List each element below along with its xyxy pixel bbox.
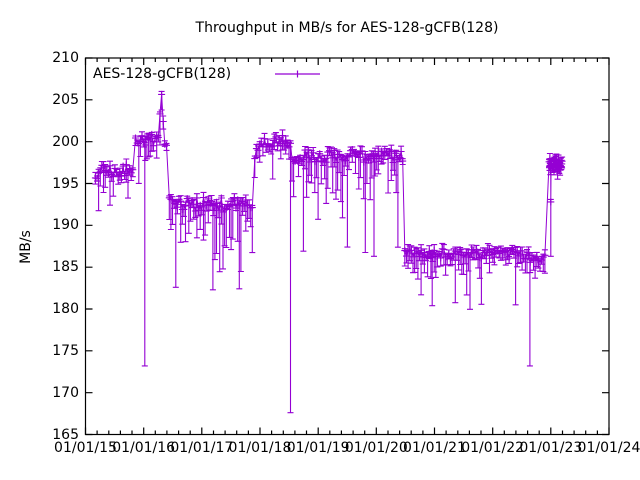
plot-border (84, 57, 610, 436)
y-axis-ticklabel: 165 (52, 426, 79, 443)
x-axis-ticklabel: 01/01/23 (519, 440, 583, 456)
x-axis-ticklabel: 01/01/18 (228, 440, 292, 456)
x-axis-ticklabel: 01/01/16 (112, 440, 176, 456)
y-axis-ticklabel: 175 (52, 342, 79, 359)
y-axis-ticklabel: 195 (52, 175, 79, 192)
axis-ticks (84, 57, 610, 436)
legend-sample-line-icon (275, 70, 320, 78)
series-line (95, 94, 563, 263)
x-axis-ticklabel: 01/01/17 (170, 440, 234, 456)
x-axis-ticklabel: 01/01/21 (403, 440, 466, 456)
y-axis-ticklabel: 210 (52, 50, 79, 66)
series-point-markers (91, 90, 566, 266)
y-axis-ticklabel: 170 (52, 384, 79, 401)
y-axis-ticklabel: 200 (52, 133, 79, 150)
y-axis-ticklabel: 185 (52, 259, 79, 276)
chart-title: Throughput in MB/s for AES-128-gCFB(128) (195, 20, 499, 36)
y-axis-ticklabel: 180 (52, 301, 79, 317)
y-axis-ticklabel: 205 (52, 91, 79, 108)
x-axis-ticklabel: 01/01/22 (461, 440, 525, 456)
x-axis-ticklabel: 01/01/24 (577, 440, 640, 456)
x-axis-ticklabel: 01/01/19 (286, 440, 350, 456)
x-axis-ticklabel: 01/01/20 (344, 440, 408, 456)
legend-series-label: AES-128-gCFB(128) (93, 66, 232, 82)
x-axis-ticklabel: 01/01/15 (54, 440, 117, 456)
y-axis-ticklabel: 190 (52, 217, 79, 234)
